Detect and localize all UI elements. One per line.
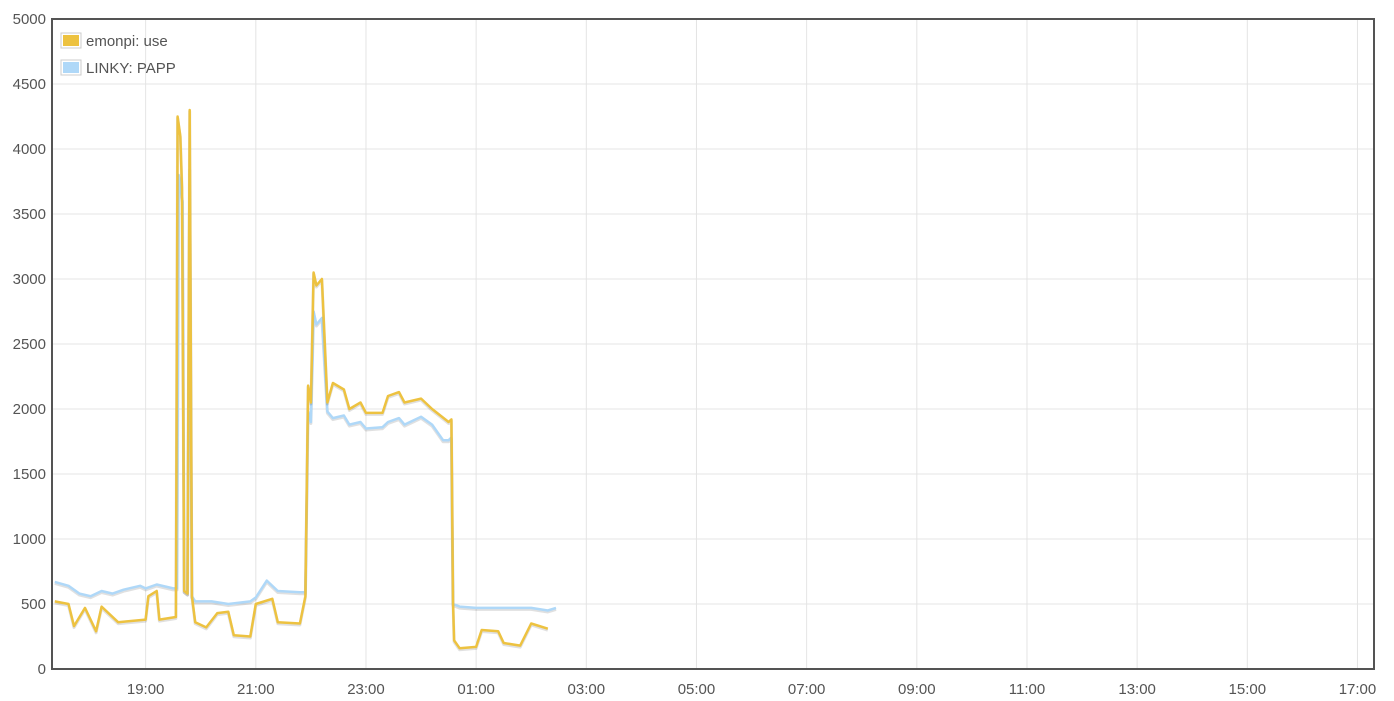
y-tick-label: 2500 <box>13 336 46 353</box>
y-tick-label: 500 <box>21 596 46 613</box>
x-tick-label: 07:00 <box>788 681 826 698</box>
x-axis: 19:00 21:00 23:00 01:00 03:00 05:00 07:00 09:00… <box>127 681 1376 698</box>
y-tick-label: 1500 <box>13 466 46 483</box>
x-tick-label: 11:00 <box>1009 681 1045 698</box>
y-axis: 0 500 1000 1500 2000 2500 3000 3500 4000 4500 5000 <box>13 11 46 678</box>
x-tick-label: 19:00 <box>127 681 165 698</box>
legend-item-1[interactable]: LINKY: PAPP <box>60 59 176 77</box>
legend-swatch <box>63 62 79 73</box>
legend[interactable]: emonpi: use LINKY: PAPP <box>60 32 176 77</box>
y-tick-label: 3000 <box>13 271 46 288</box>
legend-item-0[interactable]: emonpi: use <box>60 32 168 50</box>
x-tick-label: 03:00 <box>568 681 606 698</box>
y-tick-label: 4500 <box>13 76 46 93</box>
y-tick-label: 2000 <box>13 401 46 418</box>
legend-label: LINKY: PAPP <box>86 60 176 77</box>
x-tick-label: 23:00 <box>347 681 385 698</box>
legend-label: emonpi: use <box>86 33 168 50</box>
series-layer <box>54 108 557 652</box>
y-tick-label: 0 <box>38 661 46 678</box>
y-tick-label: 4000 <box>13 141 46 158</box>
x-tick-label: 09:00 <box>898 681 936 698</box>
x-tick-label: 21:00 <box>237 681 275 698</box>
plot-frame <box>51 18 1375 670</box>
y-tick-label: 3500 <box>13 206 46 223</box>
y-tick-label: 1000 <box>13 531 46 548</box>
legend-swatch <box>63 35 79 46</box>
x-tick-label: 15:00 <box>1229 681 1267 698</box>
x-tick-label: 17:00 <box>1339 681 1377 698</box>
y-tick-label: 5000 <box>13 11 46 28</box>
x-tick-label: 01:00 <box>457 681 495 698</box>
x-tick-label: 05:00 <box>678 681 716 698</box>
series-line-0 <box>54 108 549 650</box>
x-tick-label: 13:00 <box>1118 681 1156 698</box>
